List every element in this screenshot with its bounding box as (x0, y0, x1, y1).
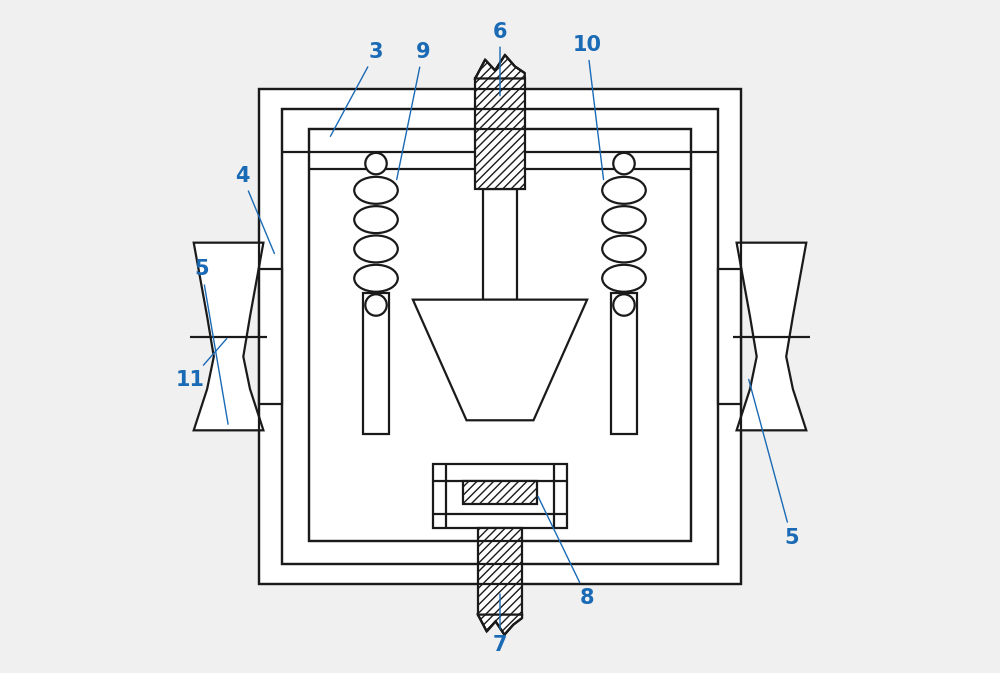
Bar (433, 464, 567, 528)
Ellipse shape (602, 206, 646, 233)
Polygon shape (475, 55, 525, 79)
Ellipse shape (354, 264, 398, 292)
Bar (309, 129, 691, 541)
Bar (259, 89, 741, 584)
Bar (259, 269, 282, 404)
Ellipse shape (354, 206, 398, 233)
Circle shape (365, 294, 387, 316)
Text: 3: 3 (330, 42, 383, 137)
Circle shape (613, 294, 635, 316)
Text: 6: 6 (493, 22, 507, 96)
Bar (309, 129, 691, 541)
Text: 9: 9 (397, 42, 430, 180)
Polygon shape (737, 243, 806, 430)
Circle shape (365, 153, 387, 174)
Bar (478, 528, 522, 614)
Ellipse shape (354, 177, 398, 204)
Bar (282, 108, 718, 565)
Ellipse shape (602, 236, 646, 262)
Text: 5: 5 (194, 260, 228, 424)
Bar (611, 293, 637, 433)
Ellipse shape (602, 177, 646, 204)
Bar (363, 293, 389, 433)
Bar (282, 108, 718, 565)
Bar (718, 269, 741, 404)
Text: 8: 8 (538, 497, 594, 608)
Text: 10: 10 (573, 35, 604, 180)
Ellipse shape (602, 264, 646, 292)
Polygon shape (194, 243, 263, 430)
Text: 5: 5 (749, 380, 799, 548)
Polygon shape (478, 614, 522, 635)
Bar (463, 481, 537, 504)
Text: 11: 11 (176, 339, 227, 390)
Bar (483, 189, 517, 299)
Text: 7: 7 (493, 594, 507, 655)
Circle shape (613, 153, 635, 174)
Bar (475, 79, 525, 189)
Polygon shape (413, 299, 587, 420)
Bar (259, 89, 741, 584)
Text: 4: 4 (235, 166, 274, 254)
Ellipse shape (354, 236, 398, 262)
